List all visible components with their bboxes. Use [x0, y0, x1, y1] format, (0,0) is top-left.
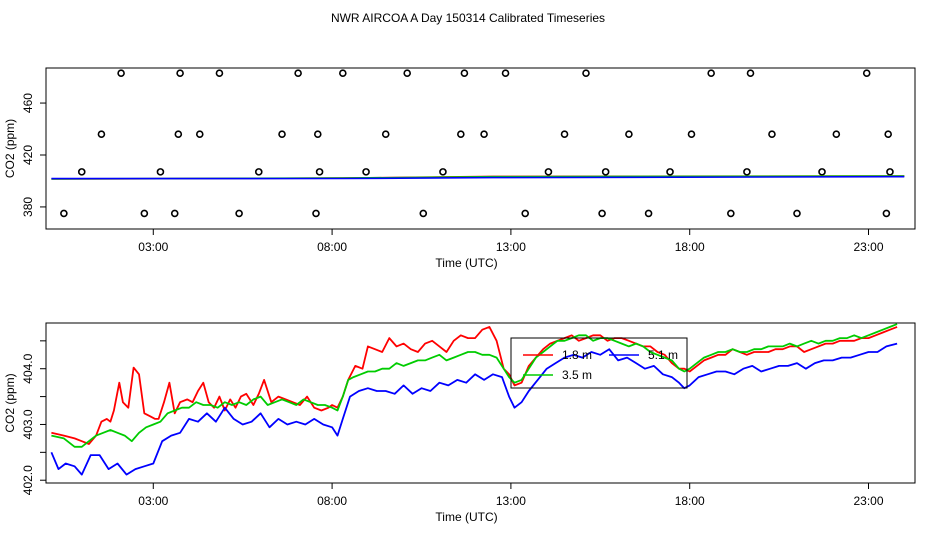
reference-point [77, 168, 86, 176]
reference-point [884, 130, 892, 139]
y-tick-label: 402.0 [21, 465, 35, 495]
plot-frame [45, 322, 916, 484]
reference-point [601, 168, 610, 176]
series-line-5-1-m [51, 175, 905, 180]
reference-point [254, 168, 263, 176]
y-tick-label: 404.0 [21, 353, 35, 383]
x-tick-label: 03:00 [138, 240, 168, 254]
x-tick-label: 23:00 [853, 240, 883, 254]
reference-point [743, 168, 751, 176]
legend-box [510, 337, 688, 389]
series-line-1-8-m [51, 325, 898, 445]
reference-point [882, 209, 891, 218]
reference-point [140, 209, 149, 218]
reference-point [195, 130, 204, 139]
reference-point [176, 69, 184, 77]
series-line-5-1-m [50, 342, 898, 476]
reference-point [278, 130, 286, 139]
reference-point [381, 130, 390, 139]
x-tick-label: 18:00 [675, 240, 705, 254]
reference-point [818, 168, 826, 176]
x-tick-label: 23:00 [853, 494, 883, 508]
reference-point [480, 130, 488, 139]
reference-point [294, 69, 302, 77]
reference-point [97, 130, 106, 139]
x-tick-label: 03:00 [138, 494, 168, 508]
reference-point [457, 130, 465, 139]
x-axis-label: Time (UTC) [435, 510, 497, 524]
y-tick-label: 403.0 [21, 409, 35, 439]
reference-point [313, 130, 322, 139]
x-tick-label: 13:00 [496, 494, 526, 508]
reference-point [598, 209, 606, 218]
reference-point [560, 130, 569, 139]
y-axis-label: CO2 (ppm) [3, 373, 17, 432]
reference-point [362, 168, 370, 176]
reference-point [215, 69, 224, 77]
reference-point [419, 209, 428, 218]
legend-label: 5.1 m [648, 348, 678, 362]
reference-point [644, 209, 653, 218]
reference-point [521, 209, 530, 218]
reference-point [544, 168, 553, 176]
reference-point [117, 69, 125, 77]
chart-title: NWR AIRCOA A Day 150314 Calibrated Times… [331, 11, 605, 25]
reference-point [235, 209, 243, 218]
series-group [50, 323, 898, 476]
series-group [51, 69, 905, 218]
plot-frame [45, 67, 916, 230]
reference-point [666, 168, 674, 176]
reference-point [439, 168, 447, 176]
x-tick-label: 08:00 [317, 494, 347, 508]
reference-point [60, 209, 68, 218]
reference-point [501, 69, 510, 77]
y-tick-label: 420 [21, 145, 35, 165]
reference-point [460, 69, 469, 77]
reference-point [403, 69, 411, 77]
reference-point [746, 69, 755, 77]
reference-point [862, 69, 871, 77]
top-panel: 03:00 08:00 13:00 18:00 23:00 380 420 460 Time (… [3, 67, 916, 270]
y-tick-label: 380 [21, 197, 35, 217]
reference-point [582, 69, 590, 77]
bottom-panel: 03:00 08:00 13:00 18:00 23:00 402.0 403.0 404.0… [3, 322, 916, 524]
x-tick-label: 18:00 [675, 494, 705, 508]
y-tick-label: 460 [21, 93, 35, 113]
reference-point [170, 209, 179, 218]
reference-point [793, 209, 801, 218]
reference-point [339, 69, 347, 77]
x-axis-label: Time (UTC) [435, 256, 497, 270]
reference-point [768, 130, 776, 139]
reference-point [727, 209, 735, 218]
reference-point [156, 168, 165, 176]
y-axis-label: CO2 (ppm) [3, 119, 17, 178]
legend-label: 1.8 m [562, 348, 592, 362]
reference-point [625, 130, 633, 139]
reference-point [707, 69, 715, 77]
reference-point [315, 168, 324, 176]
reference-point [312, 209, 320, 218]
reference-point [174, 130, 183, 139]
reference-point [687, 130, 696, 139]
x-tick-label: 13:00 [496, 240, 526, 254]
legend-label: 3.5 m [562, 368, 592, 382]
x-tick-label: 08:00 [317, 240, 347, 254]
reference-point [832, 130, 841, 139]
series-line-3-5-m [51, 323, 898, 448]
reference-point [886, 168, 894, 176]
